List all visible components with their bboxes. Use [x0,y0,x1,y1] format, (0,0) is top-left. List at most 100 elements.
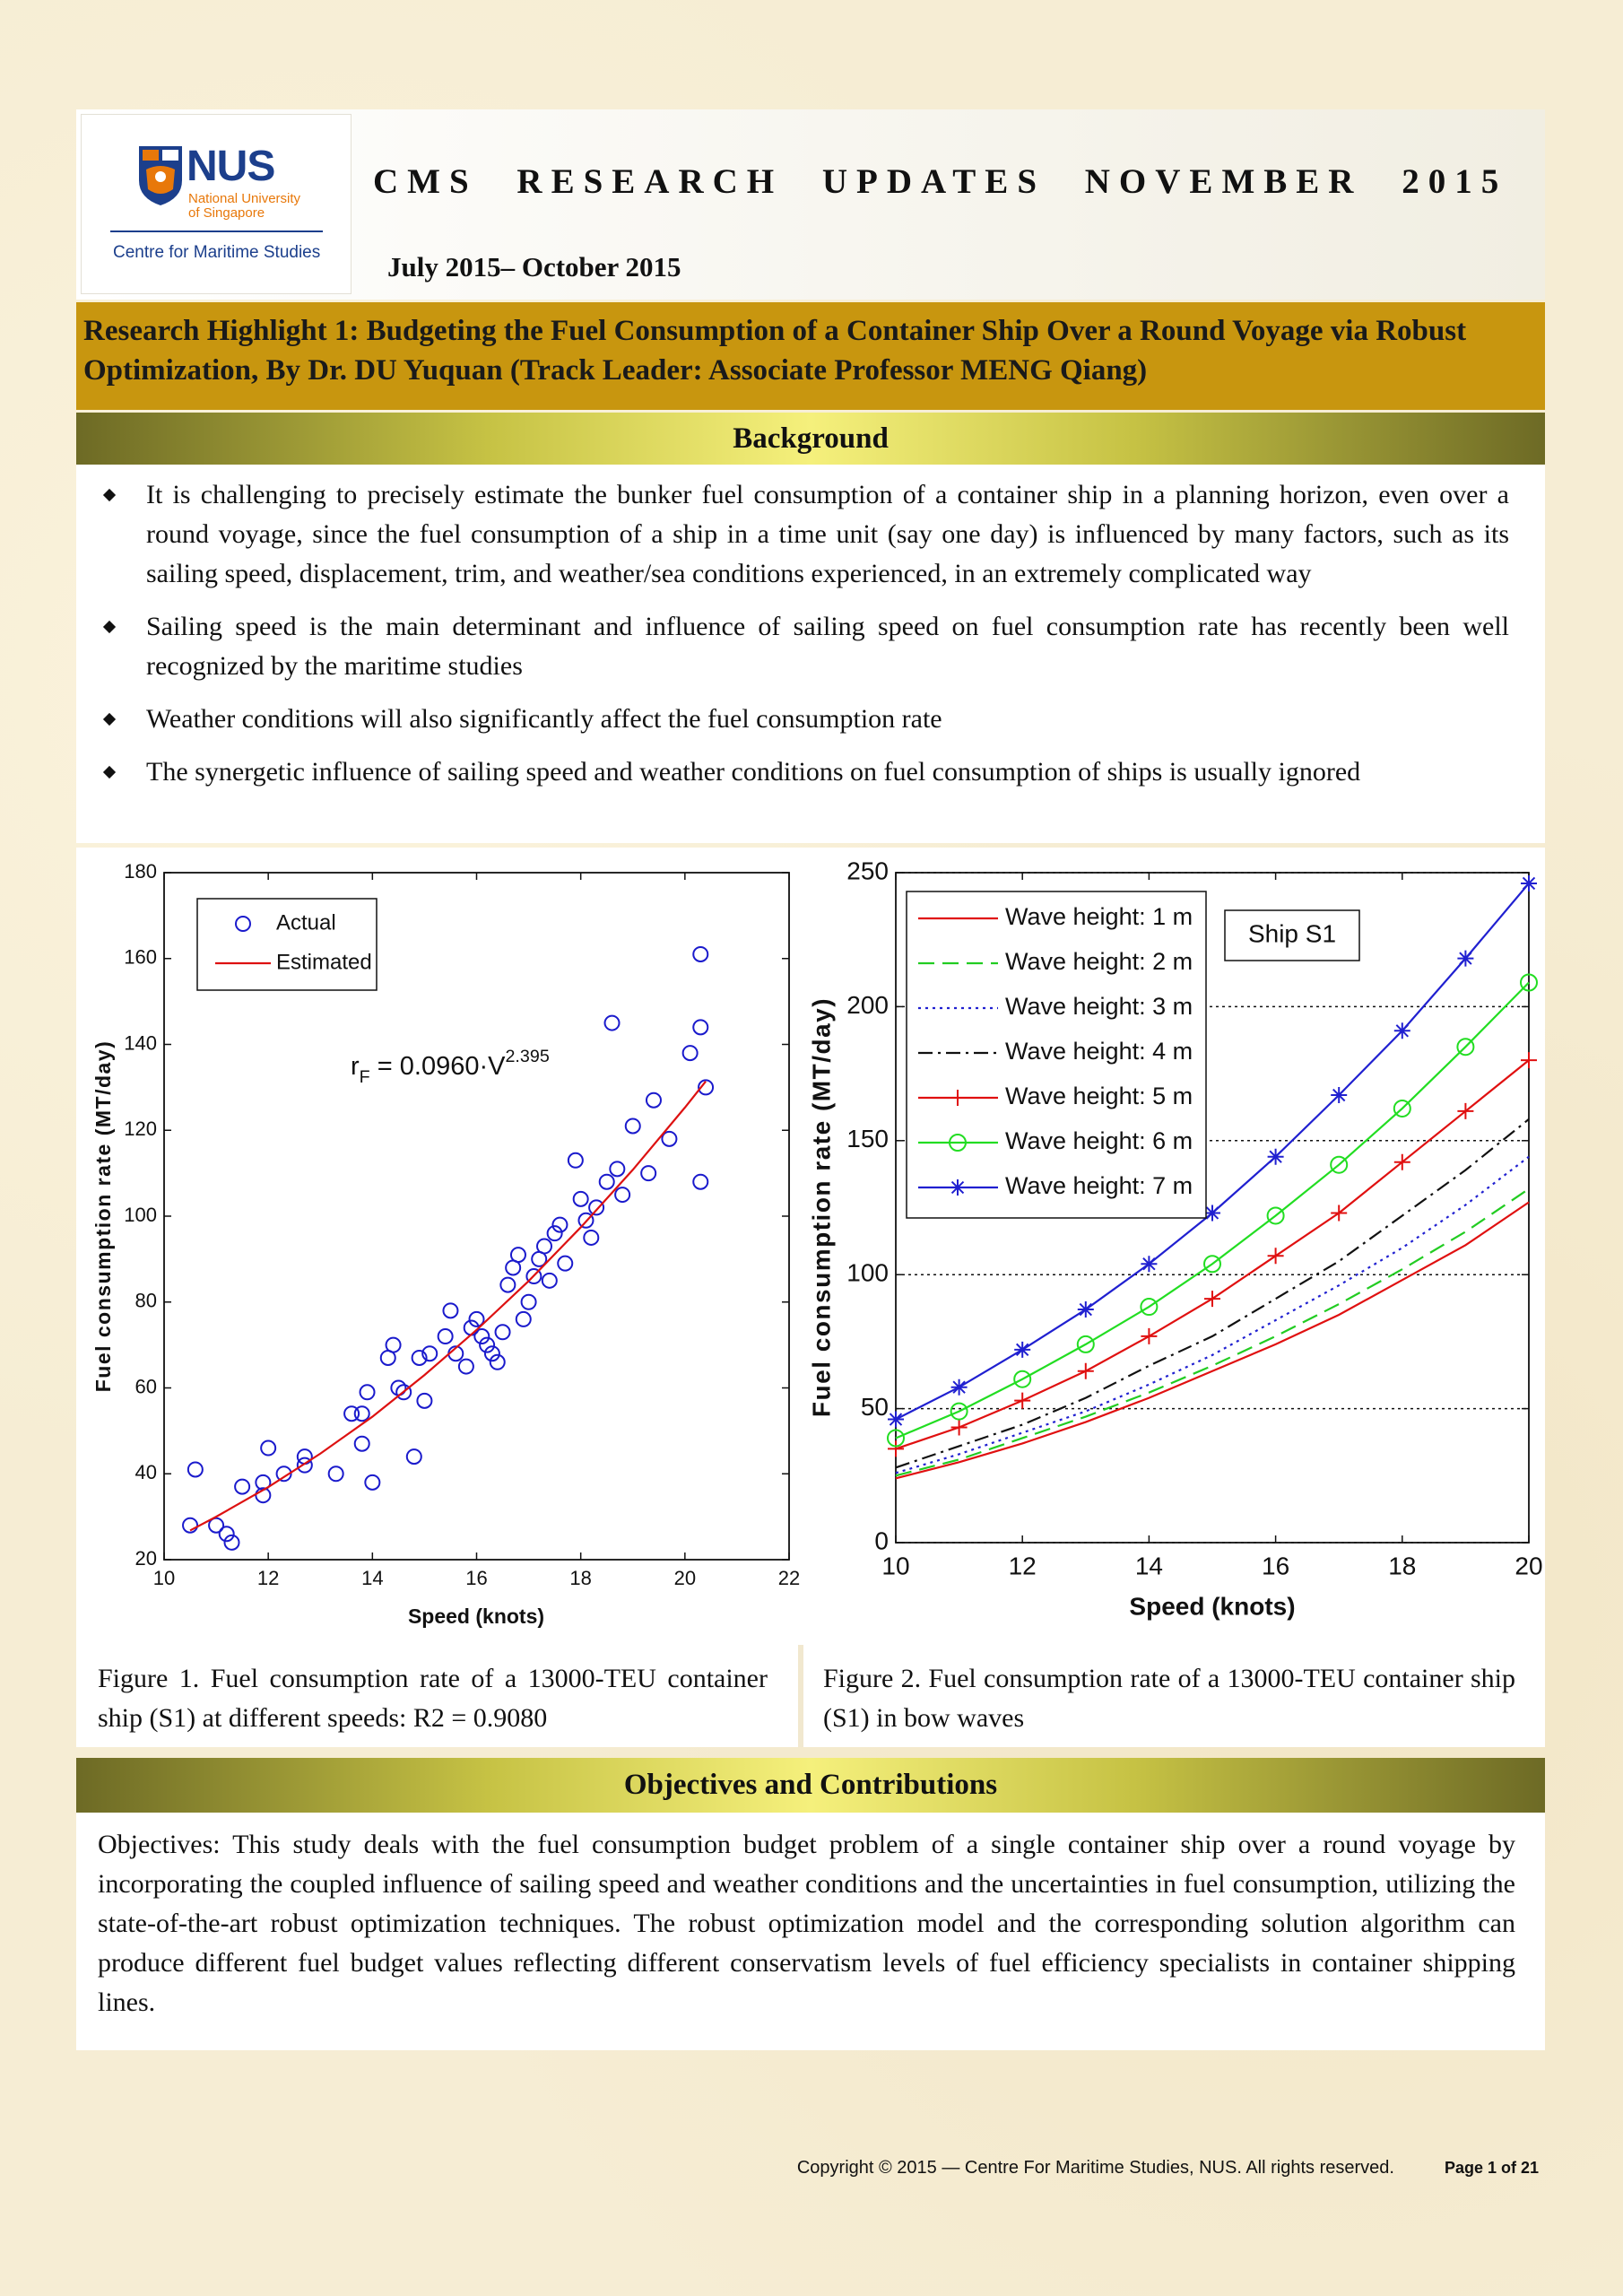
data-point [541,1272,558,1289]
series-line [895,981,1530,1439]
legend-label: Wave height: 6 m [1005,1127,1193,1154]
data-point [1393,1022,1410,1039]
bullet: It is challenging to precisely estimate … [146,475,1509,594]
logo-centre: Centre for Maritime Studies [113,243,321,262]
data-point [692,945,709,962]
y-tick-label: 100 [124,1204,157,1226]
data-point [603,1014,621,1031]
x-tick-label: 12 [257,1567,279,1589]
data-point [223,1534,240,1551]
y-tick-label: 250 [846,857,889,884]
data-point [479,1336,496,1353]
data-point [1330,1155,1349,1174]
data-point [609,1161,626,1178]
highlight-title: Research Highlight 1: Budgeting the Fuel… [76,302,1545,410]
data-point [489,1353,506,1370]
legend-label: Wave height: 3 m [1005,993,1193,1020]
series-line [895,1201,1530,1480]
legend-marker [949,1134,967,1152]
data-point [343,1405,360,1422]
captions: Figure 1. Fuel consumption rate of a 130… [76,1645,1545,1747]
data-point [661,1130,678,1147]
logo: NUS National University of Singapore Cen… [81,114,352,294]
data-point [353,1405,370,1422]
data-point [411,1349,428,1366]
data-point [1077,1362,1094,1379]
data-point [888,1440,904,1457]
data-point [1204,1291,1220,1308]
data-point [515,1310,532,1327]
objectives-text: Objectives: This study deals with the fu… [76,1813,1545,2050]
data-point [692,1173,709,1190]
data-point [1267,1148,1284,1165]
y-tick-label: 100 [846,1259,889,1287]
data-point [1331,1087,1348,1104]
data-point [1141,1327,1158,1344]
data-point [1457,950,1474,967]
annotation-sub: F [360,1067,370,1087]
x-tick-label: 12 [1009,1552,1037,1579]
y-tick-label: 140 [124,1031,157,1054]
data-point [1077,1301,1094,1318]
data-point [1141,1256,1158,1273]
data-point [457,1358,474,1375]
data-point [395,1384,412,1401]
data-point [1203,1255,1221,1274]
data-point [1013,1370,1032,1388]
data-point [572,1190,589,1207]
x-tick-label: 14 [361,1567,383,1589]
data-point [1204,1205,1220,1222]
data-point [551,1216,568,1233]
data-point [950,1378,968,1396]
data-point [598,1173,615,1190]
data-point [887,1429,905,1448]
data-point [692,1019,709,1036]
data-point [567,1152,584,1169]
annotation: rF = 0.0960·V2.395 [351,1047,550,1087]
data-point [218,1526,235,1543]
annotation-sup: 2.395 [505,1047,549,1066]
legend-marker [235,916,251,932]
data-point [359,1384,376,1401]
series-line [895,1187,1530,1477]
data-point [468,1310,485,1327]
legend-label: Wave height: 4 m [1005,1038,1193,1065]
y-axis-label: Fuel consumption rate (MT/day) [91,1040,115,1393]
caption: Figure 2. Fuel consumption rate of a 130… [823,1664,1515,1733]
data-point [405,1448,422,1465]
data-point [385,1336,402,1353]
footer: Copyright © 2015 — Centre For Maritime S… [797,2158,1539,2179]
plot-frame [163,872,790,1561]
legend-label: Wave height: 7 m [1005,1172,1193,1199]
y-tick-label: 80 [135,1290,157,1312]
legend-label: Wave height: 1 m [1005,903,1193,930]
data-point [275,1465,292,1483]
data-point [588,1199,605,1216]
data-point [1267,1248,1284,1265]
data-point [509,1247,526,1264]
data-point [1521,1052,1537,1069]
data-point [520,1293,537,1310]
data-point [208,1517,225,1534]
data-point [437,1328,454,1345]
data-point [645,1091,662,1109]
data-point [525,1268,542,1285]
y-tick-label: 200 [846,991,889,1019]
legend-box [196,898,378,991]
copyright: Copyright © 2015 — Centre For Maritime S… [796,2158,1394,2178]
data-point [1014,1392,1031,1409]
data-point [1076,1335,1095,1353]
x-tick-label: 22 [778,1567,800,1589]
logo-line: of Singapore [188,205,265,221]
data-point [1521,874,1537,891]
header: NUS National University of Singapore Cen… [76,109,1545,300]
x-tick-label: 10 [881,1552,909,1579]
data-point [187,1461,204,1478]
logo-name: NUS [187,143,275,190]
x-tick-label: 18 [569,1567,591,1589]
x-tick-label: 18 [1388,1552,1416,1579]
data-point [950,1419,968,1436]
data-point [499,1276,516,1293]
annotation: Ship S1 [1248,919,1336,947]
